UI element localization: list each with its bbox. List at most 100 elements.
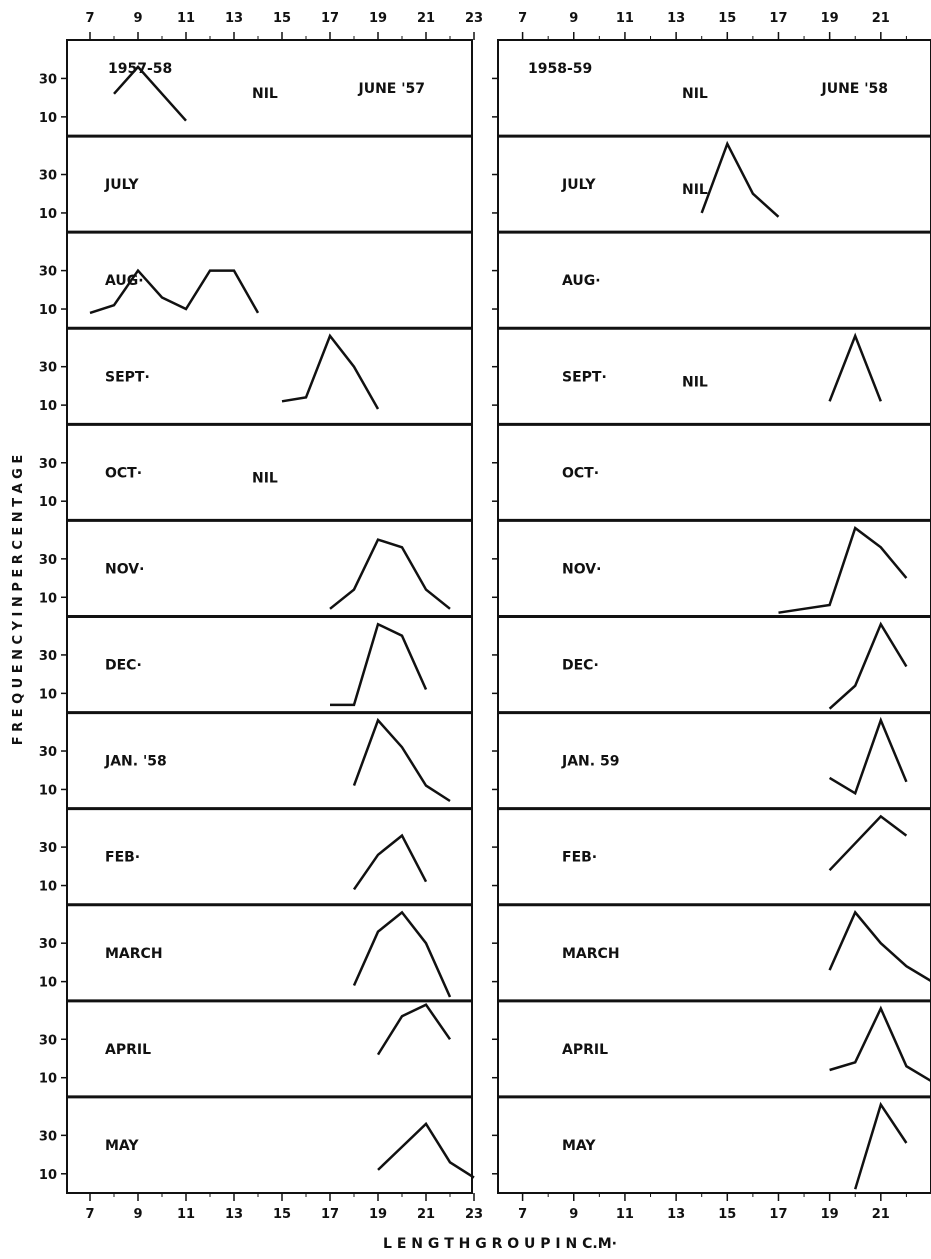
frequency-line xyxy=(113,65,187,122)
y-tick-label: 30 xyxy=(39,72,57,87)
frequency-line xyxy=(828,332,882,402)
y-tick-label: 30 xyxy=(39,649,57,664)
y-tick-label: 30 xyxy=(39,553,57,568)
panel-month-label: MAY xyxy=(562,1138,596,1154)
y-tick-label: 10 xyxy=(39,687,57,702)
panel-month-label: FEB· xyxy=(105,850,140,866)
frequency-line xyxy=(352,717,451,803)
x-tick-label-bottom: 7 xyxy=(85,1207,94,1222)
x-tick-label-bottom: 19 xyxy=(369,1207,387,1222)
panel-month-label: JAN. '58 xyxy=(104,754,167,770)
panel-month-label: NOV· xyxy=(105,561,144,577)
panel-month-label: SEPT· xyxy=(562,369,607,385)
panel-month-label: APRIL xyxy=(105,1042,151,1058)
x-tick-label-top: 23 xyxy=(465,11,483,26)
x-tick-label-top: 21 xyxy=(417,11,435,26)
x-tick-label-top: 19 xyxy=(369,11,387,26)
x-tick-label-top: 15 xyxy=(718,11,736,26)
frequency-line xyxy=(329,538,451,610)
x-tick-label-bottom: 13 xyxy=(667,1207,685,1222)
frequency-line xyxy=(828,910,931,983)
nil-label: NIL xyxy=(682,182,708,198)
panel-month-label: MARCH xyxy=(562,946,620,962)
panel-month-label: JULY xyxy=(561,177,596,193)
x-tick-label-bottom: 17 xyxy=(769,1207,787,1222)
frequency-line xyxy=(330,622,428,707)
y-tick-label: 10 xyxy=(39,207,57,222)
panel-month-label: APRIL xyxy=(562,1042,608,1058)
y-tick-label: 30 xyxy=(39,1033,57,1048)
y-tick-label: 30 xyxy=(39,169,57,184)
panel-month-label: FEB· xyxy=(562,850,597,866)
panel-month-label: OCT· xyxy=(105,465,142,481)
panel-month-label: OCT· xyxy=(562,465,599,481)
panel-month-label: DEC· xyxy=(105,658,142,674)
x-tick-label-bottom: 21 xyxy=(872,1207,890,1222)
x-tick-label-top: 9 xyxy=(569,11,578,26)
panel-month-label: NOV· xyxy=(562,561,601,577)
panel-month-label: MAY xyxy=(105,1138,139,1154)
x-tick-label-bottom: 7 xyxy=(518,1207,527,1222)
x-tick-label-bottom: 11 xyxy=(177,1207,195,1222)
nil-label: NIL xyxy=(252,86,278,102)
frequency-line xyxy=(828,621,908,710)
panel-month-label: MARCH xyxy=(105,946,163,962)
frequency-line xyxy=(828,716,908,796)
x-tick-label-bottom: 17 xyxy=(321,1207,339,1222)
x-tick-label-top: 13 xyxy=(667,11,685,26)
y-tick-label: 10 xyxy=(39,976,57,991)
y-tick-label: 10 xyxy=(39,303,57,318)
y-tick-label: 30 xyxy=(39,841,57,856)
y-tick-label: 30 xyxy=(39,265,57,280)
y-tick-label: 10 xyxy=(39,783,57,798)
y-tick-label: 10 xyxy=(39,399,57,414)
frequency-line xyxy=(829,1005,931,1083)
panel-month-label: JUNE '57 xyxy=(358,81,426,97)
x-tick-label-top: 19 xyxy=(821,11,839,26)
x-tick-label-top: 17 xyxy=(769,11,787,26)
panel-month-label: JULY xyxy=(104,177,139,193)
x-tick-label-top: 11 xyxy=(616,11,634,26)
x-tick-label-top: 21 xyxy=(872,11,890,26)
x-tick-label-bottom: 21 xyxy=(417,1207,435,1222)
y-tick-label: 10 xyxy=(39,880,57,895)
x-tick-label-top: 9 xyxy=(133,11,142,26)
x-tick-label-bottom: 15 xyxy=(273,1207,291,1222)
y-tick-label: 30 xyxy=(39,937,57,952)
frequency-line xyxy=(352,833,428,891)
nil-label: NIL xyxy=(682,374,708,390)
x-tick-label-bottom: 15 xyxy=(718,1207,736,1222)
frequency-line xyxy=(854,1101,908,1190)
y-tick-label: 10 xyxy=(39,591,57,606)
x-tick-label-top: 7 xyxy=(85,11,94,26)
x-tick-label-bottom: 19 xyxy=(821,1207,839,1222)
x-tick-label-bottom: 13 xyxy=(225,1207,243,1222)
x-tick-label-bottom: 9 xyxy=(133,1207,142,1222)
x-tick-label-top: 7 xyxy=(518,11,527,26)
frequency-line xyxy=(778,526,908,614)
y-tick-label: 30 xyxy=(39,361,57,376)
y-tick-label: 30 xyxy=(39,457,57,472)
x-tick-label-top: 15 xyxy=(273,11,291,26)
nil-label: NIL xyxy=(682,86,708,102)
season-label: 1958-59 xyxy=(528,61,592,77)
panel-month-label: DEC· xyxy=(562,658,599,674)
frequency-line xyxy=(376,1003,452,1056)
x-tick-label-top: 13 xyxy=(225,11,243,26)
x-tick-label-bottom: 11 xyxy=(616,1207,634,1222)
y-tick-label: 30 xyxy=(39,745,57,760)
frequency-line xyxy=(377,1121,475,1179)
y-tick-label: 10 xyxy=(39,495,57,510)
x-tick-label-top: 11 xyxy=(177,11,195,26)
panel-month-label: SEPT· xyxy=(105,369,150,385)
x-tick-label-bottom: 23 xyxy=(465,1207,483,1222)
frequency-line xyxy=(700,140,780,218)
frequency-line xyxy=(281,333,380,410)
y-tick-label: 10 xyxy=(39,1072,57,1087)
panel-month-label: JUNE '58 xyxy=(821,81,889,97)
y-tick-label: 30 xyxy=(39,1129,57,1144)
frequency-line xyxy=(89,268,260,315)
y-axis-label: F R E Q U E N C Y I N P E R C E N T A G … xyxy=(11,455,26,746)
